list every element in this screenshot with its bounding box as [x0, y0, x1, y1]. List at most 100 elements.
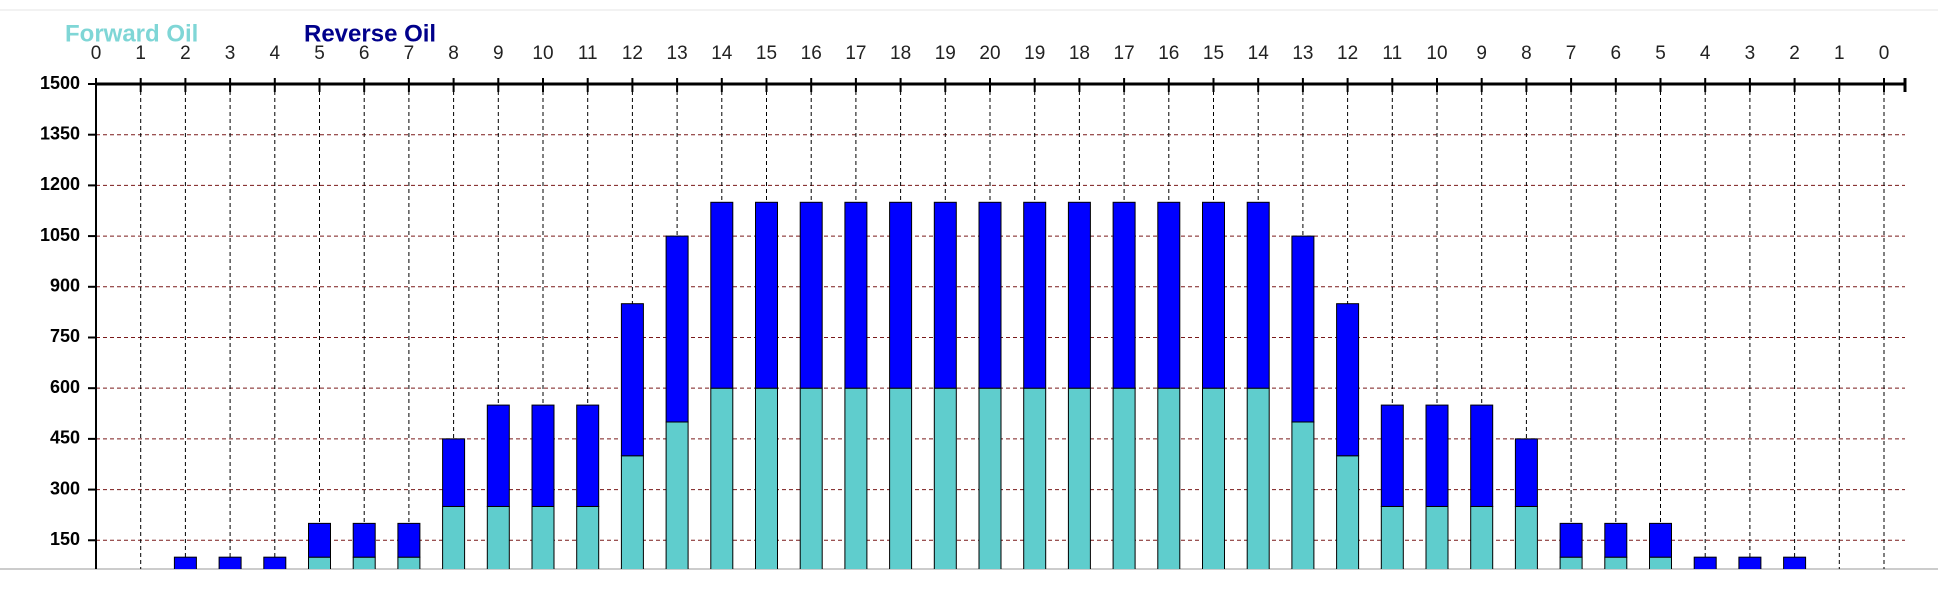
- bar-segment: [576, 404, 600, 507]
- bar-segment: [978, 201, 1002, 389]
- bar-segment: [1470, 404, 1494, 507]
- x-tick-label: 3: [1745, 43, 1756, 64]
- x-tick-label: 12: [1337, 43, 1358, 64]
- bar-segment: [844, 201, 868, 389]
- bar-segment: [665, 421, 689, 569]
- bar-segment: [1067, 201, 1091, 389]
- bar-segment: [1693, 556, 1717, 569]
- x-tick-label: 18: [890, 43, 911, 64]
- x-tick-label: 1: [1834, 43, 1845, 64]
- bars: [173, 201, 1807, 569]
- x-tick-label: 9: [1476, 43, 1487, 64]
- bar-segment: [1157, 201, 1181, 389]
- bar-segment: [308, 522, 331, 558]
- bar-segment: [755, 201, 778, 389]
- bar-segment: [1783, 556, 1807, 569]
- bar-segment: [218, 556, 242, 569]
- x-tick-label: 11: [578, 43, 598, 64]
- x-tick-label: 8: [1521, 43, 1532, 64]
- x-tick-label: 14: [1248, 43, 1270, 64]
- bar-segment: [1023, 387, 1047, 569]
- x-tick-label: 1: [135, 43, 146, 64]
- bar-segment: [1291, 421, 1315, 569]
- x-tick-label: 3: [225, 43, 236, 64]
- bar-segment: [1738, 556, 1762, 569]
- x-tick-label: 17: [845, 43, 866, 64]
- y-tick-label: 1500: [40, 73, 80, 93]
- bar-segment: [933, 201, 957, 389]
- bar-segment: [978, 387, 1002, 569]
- x-tick-label: 0: [1879, 43, 1890, 64]
- x-tick-label: 2: [1789, 43, 1800, 64]
- x-tick-label: 11: [1382, 43, 1402, 64]
- bar-segment: [799, 201, 823, 389]
- y-tick-label: 150: [50, 529, 80, 549]
- x-tick-label: 10: [1426, 43, 1447, 64]
- legend-entry: Reverse Oil: [304, 20, 436, 47]
- bar-segment: [1246, 201, 1270, 389]
- bar-segment: [1425, 404, 1449, 507]
- x-tick-label: 5: [1655, 43, 1666, 64]
- bar-segment: [397, 522, 421, 558]
- legend-entry: Forward Oil: [65, 20, 198, 47]
- x-tick-label: 2: [180, 43, 191, 64]
- bar-segment: [933, 387, 957, 569]
- x-tick-label: 0: [91, 43, 102, 64]
- bar-segment: [1514, 438, 1538, 507]
- x-tick-label: 16: [801, 43, 822, 64]
- x-tick-label: 15: [756, 43, 777, 64]
- bar-segment: [1202, 387, 1225, 569]
- bar-segment: [620, 303, 644, 457]
- x-tick-label: 4: [1700, 43, 1711, 64]
- bar-segment: [1649, 522, 1672, 558]
- x-tick-label: 13: [667, 43, 688, 64]
- bar-segment: [1246, 387, 1270, 569]
- bar-segment: [844, 387, 868, 569]
- bar-segment: [710, 387, 734, 569]
- bar-segment: [889, 387, 913, 569]
- bar-segment: [1112, 201, 1136, 389]
- bar-segment: [1067, 387, 1091, 569]
- x-tick-label: 15: [1203, 43, 1224, 64]
- bar-segment: [352, 522, 376, 558]
- bar-segment: [710, 201, 734, 389]
- bar-segment: [486, 404, 510, 507]
- x-tick-label: 4: [270, 43, 281, 64]
- x-tick-label: 12: [622, 43, 643, 64]
- y-tick-label: 1050: [40, 225, 80, 245]
- x-tick-label: 16: [1158, 43, 1179, 64]
- bar-segment: [665, 235, 689, 423]
- y-tick-label: 1350: [40, 123, 80, 143]
- y-tick-label: 900: [50, 276, 80, 296]
- bar-segment: [1559, 522, 1583, 558]
- x-tick-label: 7: [1566, 43, 1577, 64]
- x-tick-label: 6: [359, 43, 370, 64]
- bar-segment: [173, 556, 197, 569]
- bar-segment: [531, 404, 555, 507]
- x-tick-label: 7: [404, 43, 415, 64]
- x-tick-label: 17: [1114, 43, 1135, 64]
- y-tick-label: 1200: [40, 174, 80, 194]
- x-tick-label: 9: [493, 43, 504, 64]
- y-tick-label: 450: [50, 428, 80, 448]
- y-tick-label: 750: [50, 326, 80, 346]
- x-tick-label: 20: [979, 43, 1000, 64]
- bar-segment: [1157, 387, 1181, 569]
- bar-segment: [889, 201, 913, 389]
- bar-segment: [1112, 387, 1136, 569]
- y-tick-label: 600: [50, 377, 80, 397]
- bar-segment: [799, 387, 823, 569]
- x-tick-label: 18: [1069, 43, 1090, 64]
- x-tick-label: 19: [1024, 43, 1045, 64]
- bar-segment: [1604, 522, 1628, 558]
- bar-segment: [263, 556, 287, 569]
- bar-segment: [1336, 303, 1360, 457]
- x-tick-label: 5: [314, 43, 325, 64]
- bar-segment: [1291, 235, 1315, 423]
- bar-segment: [755, 387, 778, 569]
- x-tick-label: 19: [935, 43, 956, 64]
- bar-segment: [442, 438, 466, 507]
